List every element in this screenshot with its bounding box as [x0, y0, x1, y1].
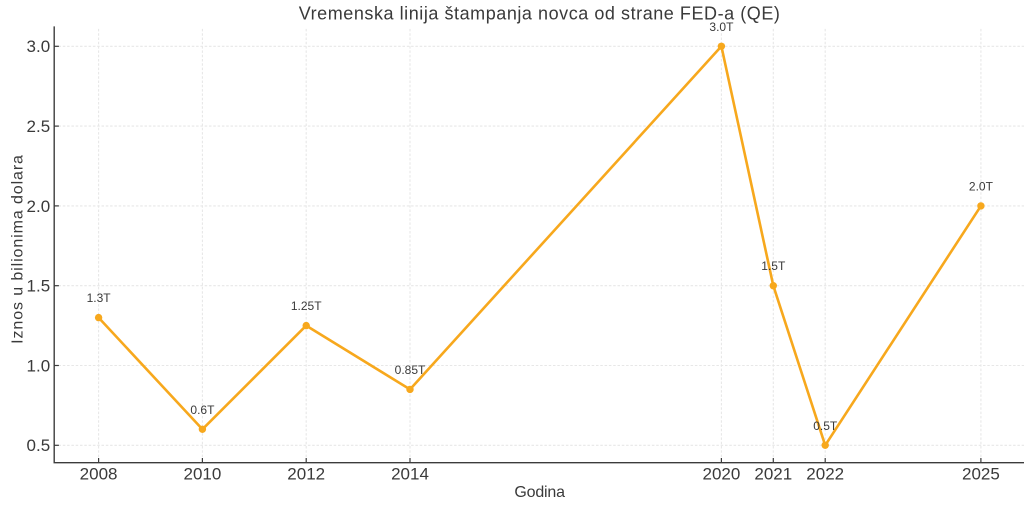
- svg-text:0.6T: 0.6T: [190, 403, 215, 417]
- svg-text:2.5: 2.5: [27, 117, 51, 136]
- svg-text:2025: 2025: [962, 465, 1000, 484]
- svg-text:0.5T: 0.5T: [813, 419, 838, 433]
- svg-text:1.5T: 1.5T: [761, 259, 786, 273]
- svg-text:1.3T: 1.3T: [87, 291, 112, 305]
- svg-text:0.5: 0.5: [27, 436, 51, 455]
- svg-text:3.0: 3.0: [27, 37, 51, 56]
- svg-text:Vremenska linija štampanja nov: Vremenska linija štampanja novca od stra…: [299, 3, 781, 23]
- svg-text:3.0T: 3.0T: [709, 20, 734, 34]
- svg-text:Godina: Godina: [514, 484, 565, 501]
- svg-text:0.85T: 0.85T: [395, 363, 426, 377]
- svg-text:2020: 2020: [702, 465, 740, 484]
- svg-text:Iznos u bilionima dolara: Iznos u bilionima dolara: [10, 154, 27, 344]
- svg-text:2021: 2021: [754, 465, 792, 484]
- svg-text:2014: 2014: [391, 465, 429, 484]
- svg-text:1.25T: 1.25T: [291, 299, 322, 313]
- svg-text:1.0: 1.0: [27, 356, 51, 375]
- svg-text:2.0T: 2.0T: [969, 179, 994, 193]
- svg-text:2.0: 2.0: [27, 197, 51, 216]
- svg-text:2008: 2008: [80, 465, 118, 484]
- svg-text:1.5: 1.5: [27, 277, 51, 296]
- svg-text:2012: 2012: [287, 465, 325, 484]
- svg-text:2010: 2010: [183, 465, 221, 484]
- svg-text:2022: 2022: [806, 465, 844, 484]
